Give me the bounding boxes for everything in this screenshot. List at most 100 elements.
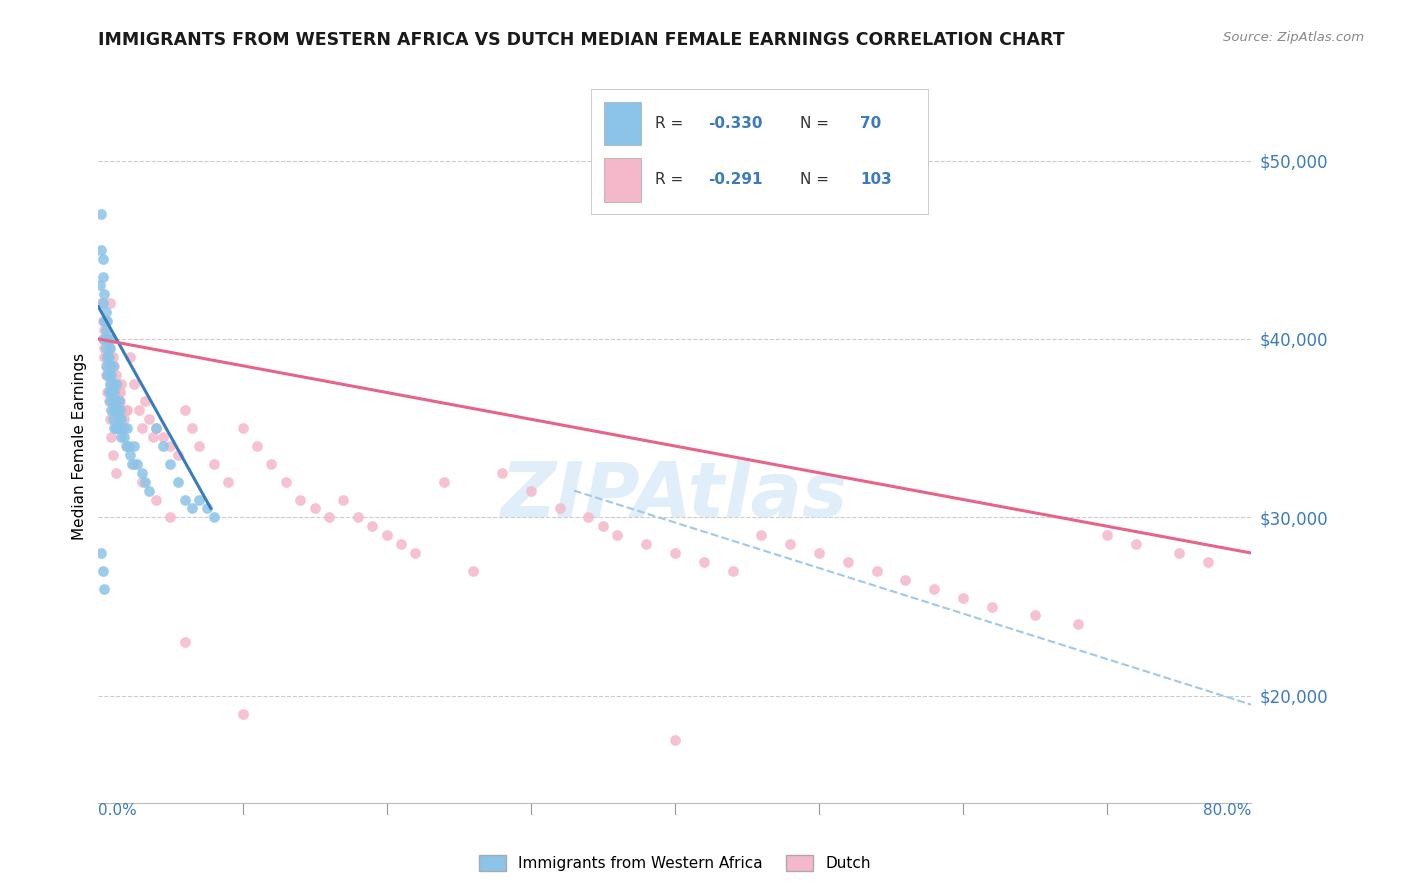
Text: IMMIGRANTS FROM WESTERN AFRICA VS DUTCH MEDIAN FEMALE EARNINGS CORRELATION CHART: IMMIGRANTS FROM WESTERN AFRICA VS DUTCH … [98, 31, 1066, 49]
Point [111, 403, 134, 417]
Point [111, 421, 134, 435]
Point [159, 457, 181, 471]
Point [110, 376, 132, 391]
Point [108, 385, 131, 400]
Point [131, 421, 153, 435]
Point [124, 376, 146, 391]
Point [101, 376, 124, 391]
Point [101, 350, 124, 364]
Point [117, 439, 139, 453]
Point [97, 350, 120, 364]
Point [101, 394, 124, 409]
Point [217, 475, 239, 489]
Point [114, 439, 136, 453]
Point [97, 368, 120, 382]
Point [93, 314, 115, 328]
Point [592, 519, 614, 533]
Point [1097, 528, 1119, 542]
Text: Source: ZipAtlas.com: Source: ZipAtlas.com [1223, 31, 1364, 45]
Point [922, 582, 945, 596]
Point [1197, 555, 1219, 569]
Point [100, 430, 122, 444]
Point [100, 385, 122, 400]
Point [866, 564, 889, 578]
Point [138, 412, 160, 426]
Point [152, 439, 174, 453]
Point [96, 314, 118, 328]
Point [101, 448, 124, 462]
Point [91, 332, 114, 346]
Point [98, 341, 121, 355]
Point [246, 439, 269, 453]
Point [94, 314, 117, 328]
Point [103, 359, 125, 373]
Point [578, 510, 600, 524]
Point [101, 394, 124, 409]
Point [461, 564, 484, 578]
Point [110, 430, 132, 444]
Point [274, 475, 297, 489]
Point [693, 555, 716, 569]
Point [807, 546, 830, 560]
Point [101, 359, 124, 373]
Point [107, 412, 129, 426]
Point [101, 412, 124, 426]
Point [108, 421, 131, 435]
Point [108, 394, 131, 409]
Y-axis label: Median Female Earnings: Median Female Earnings [72, 352, 87, 540]
Point [145, 421, 167, 435]
Point [93, 323, 115, 337]
Point [1168, 546, 1191, 560]
Point [304, 501, 326, 516]
Point [105, 376, 128, 391]
Point [104, 421, 127, 435]
Point [131, 466, 153, 480]
Point [100, 385, 122, 400]
Point [174, 403, 197, 417]
Point [117, 403, 139, 417]
Point [894, 573, 917, 587]
Point [118, 439, 141, 453]
Point [779, 537, 801, 551]
Point [981, 599, 1004, 614]
Point [124, 457, 146, 471]
Text: N =: N = [800, 172, 834, 187]
Point [491, 466, 513, 480]
Point [90, 296, 112, 310]
Point [121, 457, 143, 471]
Point [664, 733, 686, 747]
Point [181, 501, 204, 516]
Point [98, 394, 121, 409]
Point [103, 403, 125, 417]
Point [361, 519, 384, 533]
Point [145, 421, 167, 435]
Point [112, 412, 135, 426]
Point [93, 582, 115, 596]
Legend: Immigrants from Western Africa, Dutch: Immigrants from Western Africa, Dutch [472, 849, 877, 877]
Point [120, 448, 142, 462]
Point [91, 252, 114, 266]
Point [159, 439, 181, 453]
Point [105, 421, 128, 435]
Text: 80.0%: 80.0% [1204, 803, 1251, 818]
Text: 103: 103 [860, 172, 893, 187]
Point [96, 359, 118, 373]
Point [96, 332, 118, 346]
Text: R =: R = [655, 172, 688, 187]
Point [96, 350, 118, 364]
Point [231, 421, 254, 435]
Point [98, 376, 121, 391]
Point [166, 448, 188, 462]
Point [181, 421, 204, 435]
Point [134, 394, 156, 409]
Point [98, 296, 121, 310]
Point [127, 457, 149, 471]
Point [837, 555, 859, 569]
Bar [605, 102, 641, 145]
Point [1125, 537, 1147, 551]
Point [94, 323, 117, 337]
Text: -0.330: -0.330 [709, 116, 763, 131]
Point [97, 332, 120, 346]
Point [952, 591, 974, 605]
Point [114, 403, 136, 417]
